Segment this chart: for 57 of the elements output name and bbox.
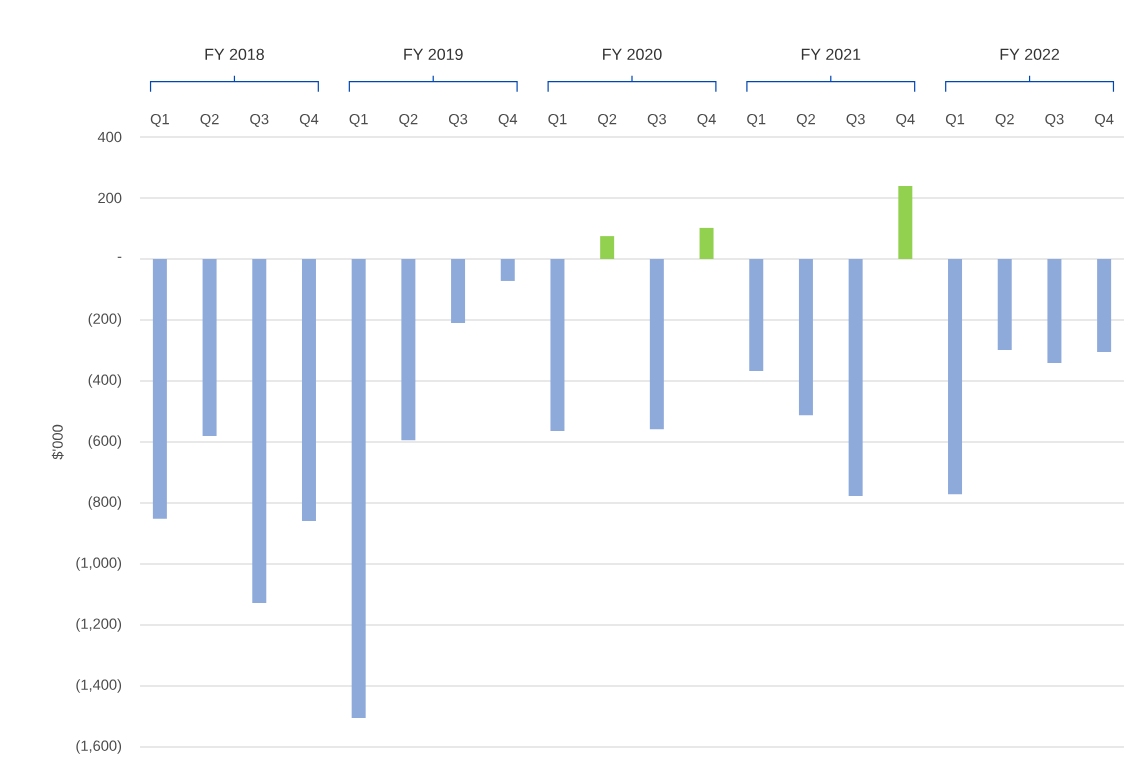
x-tick-label: Q4 [896, 113, 915, 127]
y-tick-label: (1,400) [76, 679, 122, 693]
bar [749, 258, 764, 371]
x-tick-label: Q1 [548, 113, 567, 127]
x-tick-label: Q3 [647, 113, 666, 127]
bar [351, 258, 366, 719]
y-tick-label: (600) [88, 435, 122, 449]
bar [550, 258, 565, 432]
text: FY 2020 [603, 48, 662, 60]
y-axis-title: $'000 [51, 424, 64, 460]
y-tick-label: (800) [88, 496, 122, 510]
bar [451, 258, 466, 324]
bar [948, 258, 963, 495]
x-tick-label: Q1 [150, 113, 169, 127]
text: FY 2022 [1000, 48, 1059, 60]
x-tick-label: Q3 [846, 113, 865, 127]
bar [1097, 258, 1112, 353]
x-tick-label: Q2 [598, 113, 617, 127]
bar [202, 258, 217, 436]
bar [997, 258, 1012, 350]
bar [898, 186, 913, 259]
bar [152, 258, 167, 519]
x-tick-label: Q3 [250, 113, 269, 127]
x-tick-label: Q2 [796, 113, 815, 127]
text: FY 2018 [205, 48, 264, 60]
bar [649, 258, 664, 430]
x-tick-label: Q4 [1095, 113, 1114, 127]
x-tick-label: Q2 [200, 113, 219, 127]
bar [848, 258, 863, 496]
y-tick-label: (1,600) [76, 740, 122, 754]
bar [301, 258, 316, 521]
bar [1047, 258, 1062, 363]
x-tick-label: Q4 [697, 113, 716, 127]
y-tick-label: - [117, 256, 122, 258]
text: FY 2021 [801, 48, 861, 60]
bar [699, 227, 714, 259]
x-tick-label: Q1 [747, 113, 766, 127]
x-tick-label: Q3 [1045, 113, 1064, 127]
x-tick-label: Q2 [399, 113, 418, 127]
y-tick-label: 400 [97, 131, 122, 143]
x-tick-label: Q2 [995, 113, 1014, 127]
x-tick-label: Q1 [349, 113, 368, 127]
bar [798, 258, 813, 416]
bar [600, 236, 615, 259]
x-tick-label: Q4 [498, 113, 518, 127]
y-tick-label: (1,200) [76, 618, 122, 632]
bar [500, 258, 515, 281]
y-tick-label: (400) [88, 374, 122, 388]
text: FY 2019 [404, 48, 463, 60]
y-tick-label: (200) [88, 313, 122, 327]
bar [401, 258, 416, 441]
x-tick-label: Q4 [299, 113, 319, 127]
x-tick-label: Q3 [448, 113, 468, 127]
bar [252, 258, 267, 604]
x-tick-label: Q1 [945, 113, 965, 127]
y-tick-label: 200 [98, 192, 122, 204]
y-tick-label: (1,000) [76, 557, 122, 571]
